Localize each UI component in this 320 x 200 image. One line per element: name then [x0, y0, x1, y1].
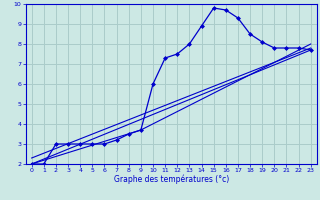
X-axis label: Graphe des températures (°c): Graphe des températures (°c) [114, 175, 229, 184]
